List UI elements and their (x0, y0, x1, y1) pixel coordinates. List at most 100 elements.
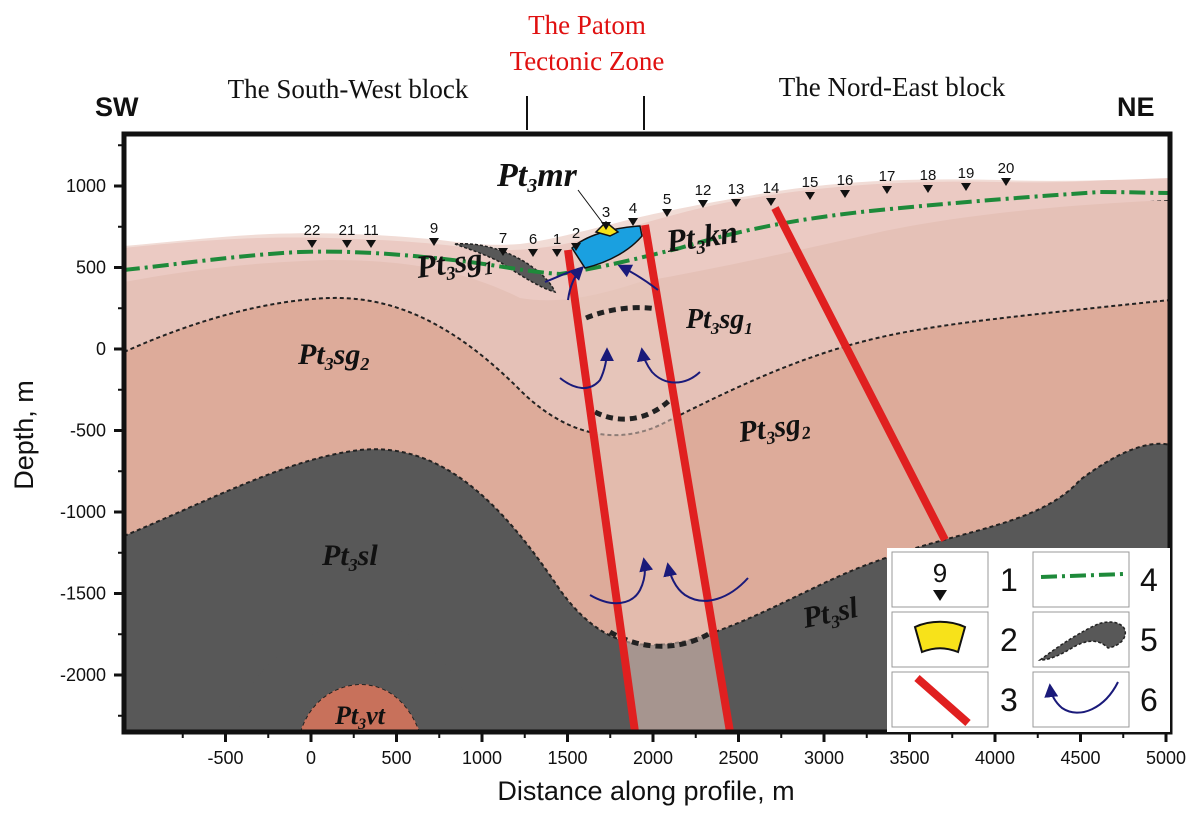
legend-flow-arrow-icon (1044, 681, 1119, 714)
x-tick-label: 500 (381, 748, 411, 768)
pt3mr-leader (577, 189, 606, 227)
patom-zone-title-line2: Tectonic Zone (510, 46, 665, 76)
station-label: 16 (837, 172, 854, 189)
station-marker-icon (571, 243, 581, 251)
station-label: 19 (958, 165, 975, 182)
fault-2 (641, 224, 734, 732)
y-tick-label: 500 (76, 258, 106, 278)
station-label: 13 (728, 181, 745, 198)
legend-number-2: 2 (1000, 622, 1018, 658)
x-tick-label: 2500 (718, 748, 758, 768)
y-tick-label: -1000 (60, 502, 106, 522)
legend-dark-layer-icon (1037, 621, 1127, 661)
x-tick-label: 2000 (633, 748, 673, 768)
station-marker-icon (366, 240, 376, 248)
x-tick-label: 4500 (1060, 748, 1100, 768)
station-label: 22 (304, 222, 321, 239)
legend-groundwater-icon (1040, 572, 1125, 579)
station-marker-icon (961, 183, 971, 191)
station-marker-icon (840, 190, 850, 198)
y-tick-label: 0 (96, 339, 106, 359)
y-tick-label: -500 (70, 421, 106, 441)
legend-station-number: 9 (933, 558, 947, 588)
station-marker-icon (429, 238, 439, 246)
station-marker-icon (766, 198, 776, 206)
station-marker-icon (882, 186, 892, 194)
formation-pt3sg1-right: Pt3sg1 (685, 304, 753, 338)
formation-pt3kn: Pt3kn (663, 213, 741, 263)
station-label: 20 (998, 160, 1015, 177)
station-label: 5 (663, 191, 671, 208)
station-label: 9 (430, 220, 438, 237)
station-label: 3 (602, 204, 610, 221)
y-tick-label: -1500 (60, 584, 106, 604)
x-axis-ticks: -500 0 500 1000 1500 2000 2500 3000 3500 4000 4500… (181, 732, 1186, 768)
x-tick-label: 3500 (889, 748, 929, 768)
formation-pt3sg1-left: Pt3sg1 (413, 239, 495, 289)
station-label: 7 (499, 230, 507, 247)
station-label: 21 (339, 222, 356, 239)
x-tick-label: 1500 (547, 748, 587, 768)
station-marker-icon (498, 248, 508, 256)
y-tick-label: 1000 (66, 176, 106, 196)
legend-number-6: 6 (1140, 682, 1158, 718)
station-label: 6 (529, 231, 537, 248)
flow-arrow (636, 347, 701, 384)
y-axis-ticks: 1000 500 0 -500 -1000 -1500 -2000 (60, 144, 124, 717)
flow-arrow (544, 267, 583, 283)
station-label: 1 (553, 231, 561, 248)
station-label: 4 (629, 200, 637, 217)
pt3vt-layer (298, 682, 422, 732)
geology-layers (124, 134, 1170, 732)
vt-dark-ring (230, 624, 480, 732)
legend-number-5: 5 (1140, 622, 1158, 658)
station-marker-icon (731, 199, 741, 207)
station-marker-icon (923, 185, 933, 193)
fault-3 (771, 206, 949, 542)
dark-lens-small (454, 242, 557, 294)
legend-number-4: 4 (1140, 562, 1158, 598)
x-tick-label: 4000 (975, 748, 1015, 768)
legend-box-6 (1032, 671, 1130, 728)
legend-fault-icon (914, 675, 971, 726)
station-marker-icon (1001, 178, 1011, 186)
zone-boundary-dots-3 (608, 629, 714, 649)
south-west-block-label: The South-West block (228, 74, 469, 104)
formation-pt3sl-left: Pt3sl (321, 539, 378, 575)
orebody-blue (571, 225, 643, 269)
plot-frame (121, 131, 1173, 735)
station-marker-icon (805, 192, 815, 200)
station-label: 17 (879, 168, 896, 185)
x-axis-label: Distance along profile, m (497, 776, 794, 806)
zone-boundary-dots-2 (593, 396, 674, 422)
fault-1 (564, 249, 639, 732)
x-tick-label: 1000 (462, 748, 502, 768)
y-tick-label: -2000 (60, 665, 106, 685)
flow-arrow (589, 557, 654, 605)
flow-arrow (559, 347, 614, 389)
y-axis-label: Depth, m (9, 380, 39, 490)
flow-arrow (617, 264, 659, 291)
station-marker-icon (698, 200, 708, 208)
nord-east-block-label: The Nord-East block (779, 72, 1006, 102)
sw-label: SW (95, 92, 139, 122)
station-marker-icon (662, 209, 672, 217)
legend-number-1: 1 (1000, 562, 1018, 598)
sky-fill (124, 134, 1170, 246)
patom-zone-title-line1: The Patom (528, 10, 646, 40)
station-label: 12 (695, 182, 712, 199)
zone-boundary-dots-1 (585, 305, 663, 321)
formation-pt3mr: Pt3mr (496, 157, 578, 197)
legend-station-triangle-icon (933, 590, 947, 601)
formation-pt3sg2-left: Pt3sg2 (297, 338, 369, 374)
station-marker-icon (342, 240, 352, 248)
station-label: 11 (363, 222, 379, 239)
station-marker-icon (307, 240, 317, 248)
x-tick-label: -500 (207, 748, 243, 768)
legend: 9 1 2 3 4 5 6 (887, 548, 1170, 732)
x-tick-label: 0 (306, 748, 316, 768)
station-label: 15 (802, 174, 819, 191)
